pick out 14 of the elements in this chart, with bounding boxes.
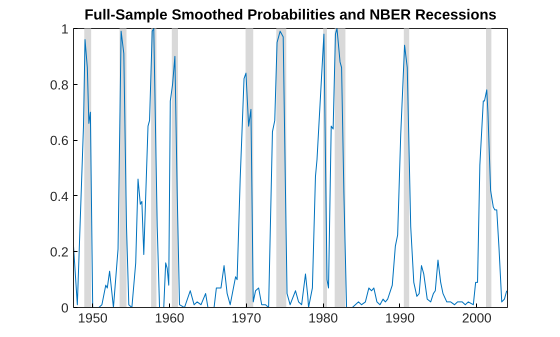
x-tick-label: 2000 bbox=[462, 310, 492, 326]
y-tick-label: 0 bbox=[61, 300, 69, 316]
line-series bbox=[74, 28, 508, 308]
x-tick-label: 1990 bbox=[385, 310, 415, 326]
y-tick-label: 1 bbox=[61, 22, 69, 36]
y-tick-label: 0.2 bbox=[50, 244, 69, 260]
x-tick-label: 1950 bbox=[78, 310, 108, 326]
x-tick-label: 1980 bbox=[308, 310, 338, 326]
x-tick-label: 1970 bbox=[232, 310, 262, 326]
x-tick-label: 1960 bbox=[154, 310, 184, 326]
y-tick-label: 0.6 bbox=[50, 133, 69, 148]
y-tick-label: 0.4 bbox=[50, 188, 70, 204]
y-tick-label: 0.8 bbox=[50, 77, 69, 92]
chart-title: Full-Sample Smoothed Probabilities and NBER Recessions bbox=[84, 8, 497, 24]
